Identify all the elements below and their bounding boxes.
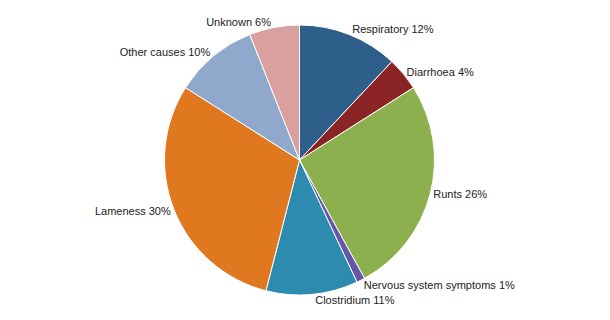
svg-text:Other causes 10%: Other causes 10% <box>120 46 211 58</box>
svg-text:Diarrhoea 4%: Diarrhoea 4% <box>407 66 474 78</box>
svg-text:Respiratory 12%: Respiratory 12% <box>352 23 434 35</box>
svg-text:Clostridium 11%: Clostridium 11% <box>315 294 394 306</box>
svg-text:Nervous system symptoms 1%: Nervous system symptoms 1% <box>364 279 515 291</box>
svg-text:Runts 26%: Runts 26% <box>433 188 487 200</box>
svg-text:Lameness 30%: Lameness 30% <box>95 205 171 217</box>
svg-text:Unknown 6%: Unknown 6% <box>206 16 271 28</box>
